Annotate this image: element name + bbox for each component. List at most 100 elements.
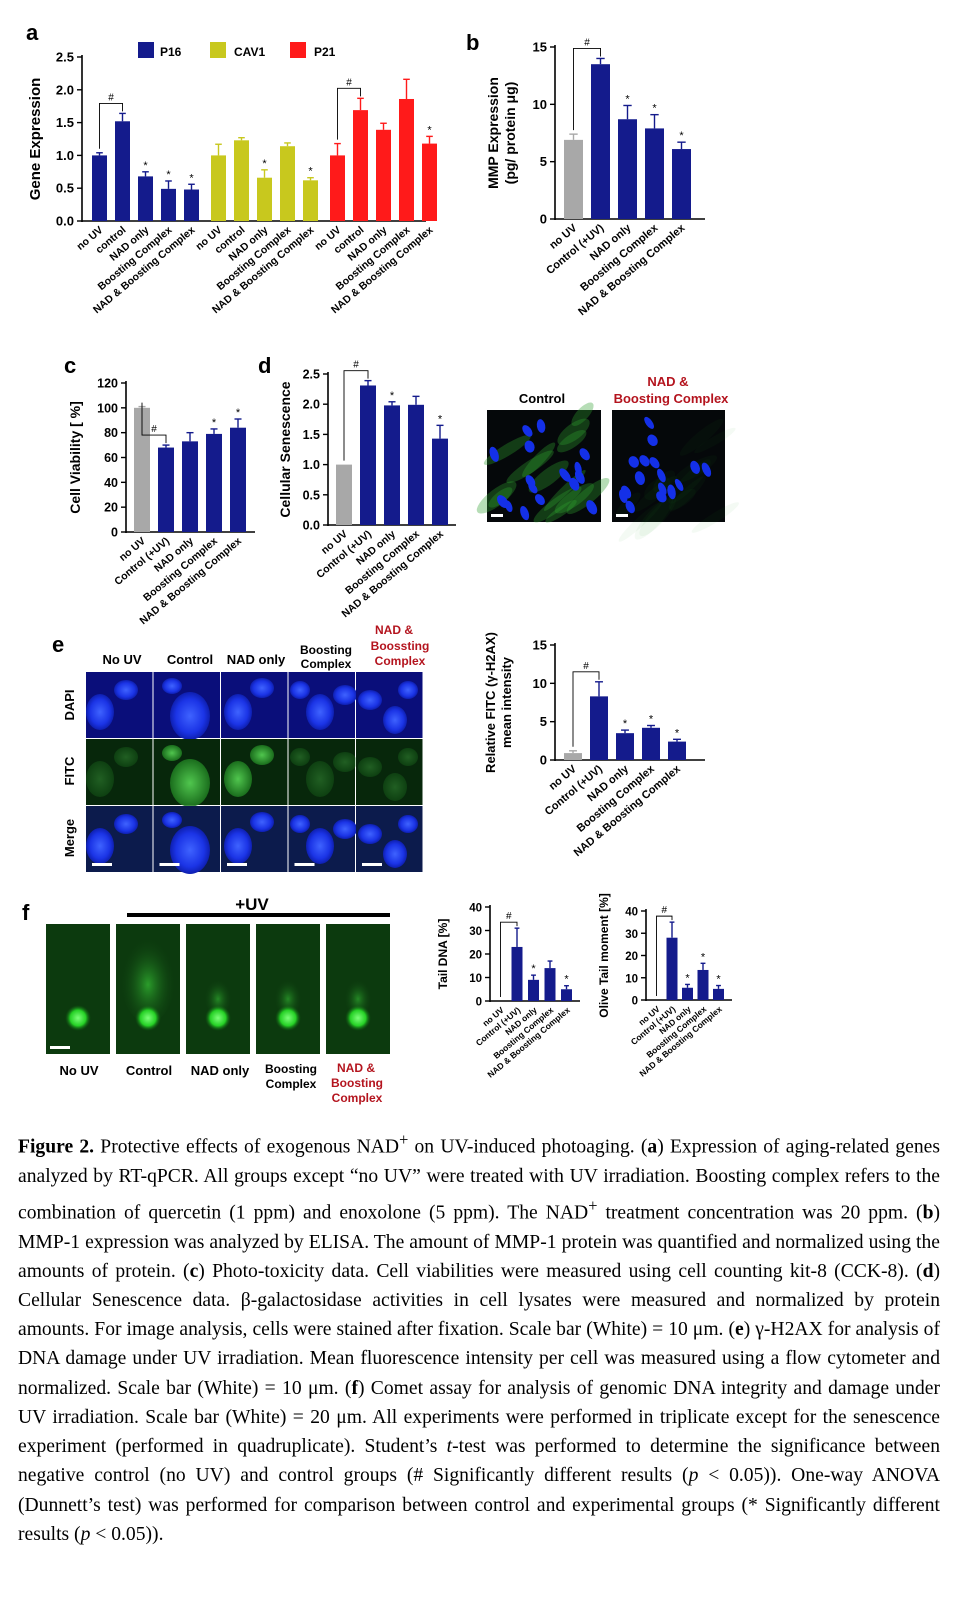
caption-text: on UV-induced photoaging. ( xyxy=(408,1136,648,1158)
e-col-title-nad-only: NAD only xyxy=(227,652,286,667)
y-tick-label: 0 xyxy=(476,997,482,1009)
e-col-title-no-uv: No UV xyxy=(103,652,142,667)
y-tick-label: 40 xyxy=(469,903,482,915)
nucleus xyxy=(520,506,530,521)
bar xyxy=(158,447,174,532)
comet-head xyxy=(275,1005,301,1031)
caption-panel-ref: b xyxy=(922,1202,934,1224)
caption-panel-ref: d xyxy=(922,1260,934,1282)
significance-star: * xyxy=(679,130,684,142)
panel-letter-e: e xyxy=(52,632,64,657)
y-tick-label: 1.5 xyxy=(56,115,74,130)
legend-label-p21: P21 xyxy=(314,45,336,59)
caption-text: ) γ-H2AX for analysis of DNA damage unde… xyxy=(18,1319,941,1399)
y-axis-label: Cell Viability [ %] xyxy=(67,401,83,514)
y-tick-label: 0 xyxy=(540,212,547,227)
y-tick-label: 0.5 xyxy=(56,181,74,196)
y-tick-label: 2.5 xyxy=(303,368,320,382)
y-tick-label: 100 xyxy=(97,401,118,415)
scale-bar xyxy=(491,514,503,517)
y-tick-label: 15 xyxy=(533,40,547,55)
significance-bracket xyxy=(656,915,673,996)
cytoplasm-stain xyxy=(639,496,677,537)
bar xyxy=(376,129,391,221)
significance-hash: # xyxy=(151,424,157,435)
y-tick-label: 10 xyxy=(533,97,547,112)
bar xyxy=(161,188,176,221)
figure-canvas: a b c d e f P16 CAV1 P21 0.0 0.5 1.0 1.5 2.0… xyxy=(22,20,739,1105)
nucleus xyxy=(579,448,590,461)
y-axis-label: (pg/ protein μg) xyxy=(502,82,518,185)
nucleus xyxy=(383,840,407,868)
comet-head xyxy=(345,1005,371,1031)
bar xyxy=(642,727,660,760)
cytoplasm-stain xyxy=(618,501,663,542)
significance-hash: # xyxy=(346,77,352,88)
scale-bar xyxy=(159,863,180,866)
caption-text: ) Comet assay for analysis of genomic DN… xyxy=(18,1377,940,1458)
bar xyxy=(666,937,678,1000)
e-col-title-nad-2: Boossting xyxy=(371,639,430,653)
cytoplasm-stain xyxy=(557,418,590,446)
y-tick-label: 5 xyxy=(540,154,547,169)
nucleus xyxy=(398,681,418,699)
e-col-title-control: Control xyxy=(167,652,213,667)
nucleus xyxy=(170,692,210,740)
nucleus xyxy=(656,491,667,503)
y-tick-label: 10 xyxy=(625,973,638,985)
nucleus xyxy=(536,419,546,433)
nucleus xyxy=(504,500,513,513)
e-col-title-nad-3: Complex xyxy=(375,654,426,668)
nucleus xyxy=(290,681,310,699)
comet-images xyxy=(46,924,390,1054)
cytoplasm-stain xyxy=(668,459,711,504)
bar xyxy=(336,464,352,525)
nucleus xyxy=(628,456,639,468)
cytoplasm-stain xyxy=(669,475,706,512)
nucleus xyxy=(522,425,533,437)
e-col-title-boosting-1: Boosting xyxy=(300,643,352,657)
cytoplasm-stain xyxy=(691,502,739,533)
bar xyxy=(697,969,709,1000)
nucleus xyxy=(690,460,700,474)
nucleus xyxy=(586,500,598,515)
cytoplasm-stain xyxy=(679,418,724,456)
nucleus xyxy=(524,440,535,453)
cytoplasm-stain xyxy=(506,450,554,484)
bar xyxy=(528,979,539,1001)
comet-tail xyxy=(120,927,176,1023)
bar xyxy=(257,177,272,221)
caption-text: < 0.05)). xyxy=(90,1523,164,1545)
legend-swatch-p21 xyxy=(290,42,306,58)
bar xyxy=(672,149,691,219)
caption-panel-ref: f xyxy=(351,1377,358,1399)
nucleus xyxy=(569,477,580,491)
y-tick-label: 2.0 xyxy=(56,82,74,97)
cytoplasm-stain xyxy=(533,486,582,523)
d-image-title-control: Control xyxy=(519,391,565,406)
caption-text: treatment concentration was 20 ppm. ( xyxy=(597,1202,923,1224)
cytoplasm-stain xyxy=(633,475,678,512)
y-tick-label: 2.0 xyxy=(303,398,320,412)
caption-sup: + xyxy=(588,1195,598,1215)
bar xyxy=(353,110,368,221)
bar xyxy=(432,438,448,525)
significance-hash: # xyxy=(583,661,589,672)
nucleus xyxy=(162,678,182,694)
y-tick-label: 0.5 xyxy=(303,488,320,502)
bar xyxy=(230,427,246,532)
bar xyxy=(591,64,610,219)
nucleus xyxy=(290,815,310,833)
panel-letter-f: f xyxy=(22,900,30,925)
bar xyxy=(115,121,130,221)
scale-bar xyxy=(294,863,315,866)
f-label-nad-only: NAD only xyxy=(191,1063,250,1078)
caption-panel-ref: e xyxy=(735,1319,744,1341)
y-tick-label: 60 xyxy=(104,451,118,465)
nucleus xyxy=(224,694,252,730)
significance-star: * xyxy=(212,417,217,429)
